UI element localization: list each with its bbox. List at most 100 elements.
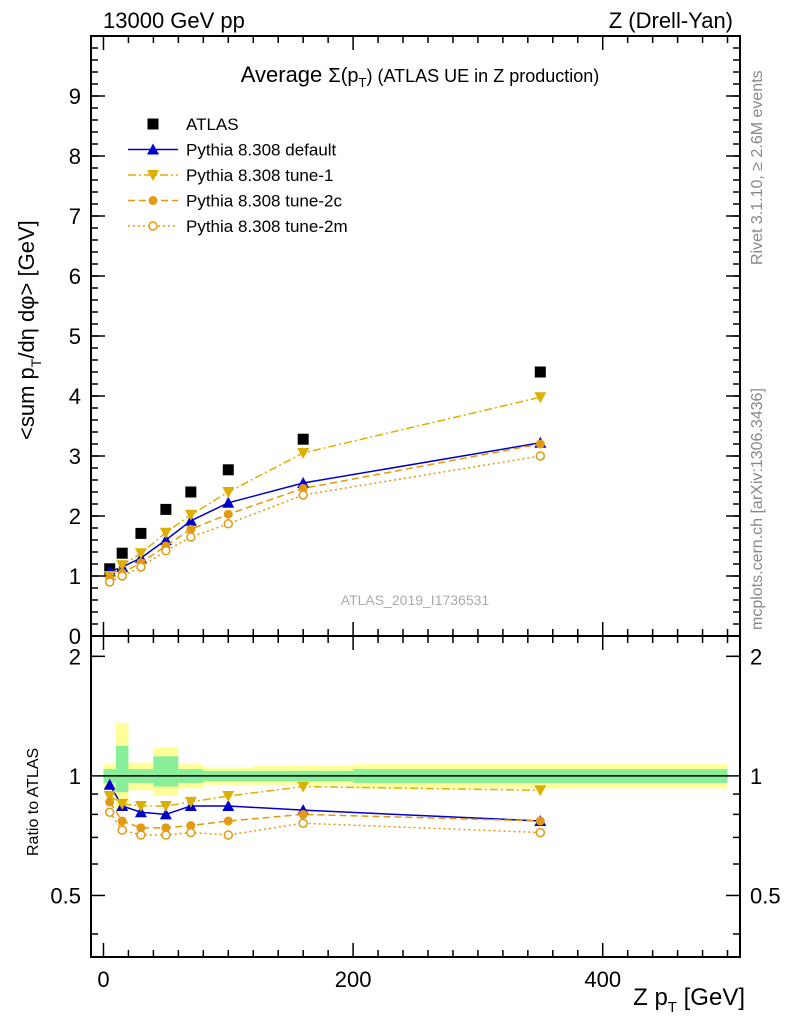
ratio-y-tick-label-right: 1 (750, 764, 762, 789)
data-point (136, 562, 146, 572)
series-3 (105, 439, 545, 583)
legend-item: Pythia 8.308 tune-1 (128, 166, 333, 185)
y-tick-label: 5 (69, 324, 81, 349)
legend-label: Pythia 8.308 tune-2m (186, 217, 348, 236)
data-point (298, 490, 308, 500)
legend-label: Pythia 8.308 tune-1 (186, 166, 333, 185)
header-process-label: Z (Drell-Yan) (609, 8, 733, 33)
series-line (109, 455, 541, 583)
legend-label: ATLAS (186, 115, 239, 134)
legend: ATLAS Pythia 8.308 default Pythia 8.308 tu… (128, 115, 348, 236)
y-tick-label: 7 (69, 204, 81, 229)
legend-marker (147, 143, 159, 155)
data-point (161, 546, 171, 556)
data-point (186, 821, 196, 831)
data-point (104, 807, 115, 817)
header-energy-label: 13000 GeV pp (103, 8, 245, 33)
series-line (109, 396, 541, 577)
legend-label: Pythia 8.308 default (186, 141, 337, 160)
data-point (222, 496, 235, 508)
data-point (136, 830, 146, 840)
data-point (223, 816, 233, 826)
y-tick-label: 4 (69, 384, 81, 409)
x-tick-label: 200 (335, 967, 372, 992)
data-point (161, 830, 171, 840)
data-point (116, 547, 128, 559)
data-point (117, 825, 127, 835)
main-ylabel: <sum pT/dη dφ> [GeV] (14, 220, 44, 440)
data-point (534, 366, 546, 378)
series-1 (103, 781, 547, 812)
data-point (223, 519, 234, 529)
series-2 (105, 797, 545, 833)
data-point (222, 790, 235, 802)
data-point (103, 778, 116, 790)
ratio-band-green (153, 756, 179, 787)
data-point (161, 823, 171, 833)
data-point (223, 509, 233, 519)
y-tick-label: 8 (69, 144, 81, 169)
ratio-y-tick-label-right: 0.5 (750, 883, 781, 908)
y-tick-label: 9 (69, 84, 81, 109)
side-label-mcplots: mcplots.cern.ch [arXiv:1306.3436] (749, 388, 766, 630)
ratio-frame (90, 635, 741, 958)
data-point (297, 781, 310, 793)
data-point (186, 827, 196, 838)
data-point (159, 800, 172, 812)
data-point (222, 487, 235, 498)
main-title: Average Σ(pT) (ATLAS UE in Z production) (241, 62, 600, 90)
data-point (186, 524, 196, 534)
ratio-panel: 0 200 400 0.5 0.5 1 1 2 2 Ratio to ATLAS (25, 635, 781, 992)
data-point (185, 486, 197, 498)
legend-item: ATLAS (147, 115, 239, 134)
ratio-y-tick-label: 1 (69, 764, 81, 789)
y-tick-label: 2 (69, 504, 81, 529)
y-tick-label: 0 (69, 624, 81, 649)
x-tick-label: 400 (584, 967, 621, 992)
legend-item: Pythia 8.308 tune-2m (128, 217, 348, 236)
data-point (134, 548, 147, 560)
data-point (186, 532, 196, 542)
legend-item: Pythia 8.308 default (128, 141, 337, 160)
series-2 (103, 392, 547, 582)
data-point (297, 448, 310, 459)
data-point (136, 823, 146, 833)
data-point (103, 790, 116, 802)
data-point (535, 439, 545, 449)
legend-marker (148, 221, 158, 231)
side-label-rivet: Rivet 3.1.10, ≥ 2.6M events (749, 70, 766, 265)
data-point (534, 392, 547, 404)
data-point (297, 433, 309, 445)
ratio-ylabel: Ratio to ATLAS (25, 748, 42, 856)
x-axis-label: Z pT [GeV] (633, 984, 745, 1016)
main-panel: 0 1 2 3 4 5 6 7 8 9 Average Σ(pT) (ATLAS UE in Z … (14, 35, 741, 649)
y-tick-label: 3 (69, 444, 81, 469)
series-4 (104, 451, 546, 587)
data-point (534, 785, 547, 797)
data-point (134, 800, 147, 812)
series-line (109, 811, 541, 836)
data-point (535, 816, 545, 826)
data-point (116, 560, 129, 572)
data-point (160, 503, 172, 515)
data-point (222, 464, 234, 476)
data-point (535, 451, 546, 461)
y-tick-label: 6 (69, 264, 81, 289)
ratio-band-green (115, 745, 129, 793)
legend-marker (148, 196, 158, 205)
data-point (159, 808, 172, 820)
data-point (223, 830, 234, 840)
data-point (298, 809, 308, 819)
data-point (116, 798, 129, 810)
data-point (104, 577, 115, 587)
legend-marker (147, 118, 159, 130)
ratio-y-tick-label: 0.5 (50, 883, 81, 908)
data-point (117, 816, 127, 826)
ratio-y-tick-label: 2 (69, 644, 81, 669)
x-tick-label: 0 (97, 967, 109, 992)
data-point (298, 818, 308, 828)
series-line (109, 442, 541, 573)
data-point (535, 827, 546, 838)
legend-item: Pythia 8.308 tune-2c (128, 192, 342, 211)
